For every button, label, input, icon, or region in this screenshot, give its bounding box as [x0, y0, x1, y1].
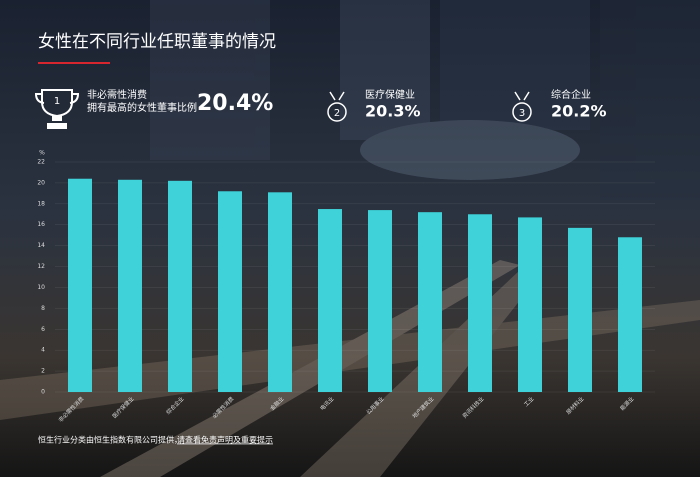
- award-2: [327, 91, 347, 122]
- bar: [268, 192, 292, 392]
- award-name: 综合企业: [551, 88, 591, 101]
- y-tick-label: 10: [37, 284, 45, 291]
- y-tick-label: 16: [37, 221, 45, 228]
- bar: [118, 179, 142, 392]
- bar: [618, 237, 642, 392]
- bar: [468, 214, 492, 392]
- bar: [368, 210, 392, 392]
- y-tick-label: 6: [41, 326, 45, 333]
- award-3: [512, 91, 532, 122]
- award-value: 20.3%: [365, 102, 421, 121]
- award-note: 拥有最高的女性董事比例: [87, 101, 197, 114]
- y-tick-label: 4: [41, 347, 45, 354]
- y-tick-label: 14: [37, 242, 45, 249]
- bar: [168, 180, 192, 392]
- y-tick-label: 8: [41, 305, 45, 312]
- award-rank: 2: [334, 108, 340, 119]
- bar: [518, 217, 542, 392]
- y-unit: %: [39, 150, 45, 157]
- y-tick-label: 12: [37, 263, 45, 270]
- bar: [418, 212, 442, 392]
- y-tick-label: 20: [37, 179, 45, 186]
- bar: [568, 227, 592, 392]
- y-tick-label: 18: [37, 200, 45, 207]
- award-name: 医疗保健业: [365, 88, 415, 101]
- award-value: 20.2%: [551, 102, 607, 121]
- bar: [318, 209, 342, 392]
- y-tick-label: 2: [41, 368, 45, 375]
- y-tick-label: 0: [41, 389, 45, 396]
- award-rank: 3: [519, 108, 525, 119]
- award-value: 20.4%: [197, 91, 273, 116]
- footnote-link[interactable]: 请查看免责声明及重要提示: [177, 435, 273, 445]
- bar: [68, 178, 92, 392]
- award-rank: 1: [54, 96, 60, 107]
- footnote: 恒生行业分类由恒生指数有限公司提供，: [38, 435, 182, 445]
- award-1: [34, 89, 80, 129]
- award-name: 非必需性消费: [87, 88, 147, 101]
- title: 女性在不同行业任职董事的情况: [38, 32, 276, 52]
- bar: [218, 191, 242, 392]
- y-tick-label: 22: [37, 159, 45, 166]
